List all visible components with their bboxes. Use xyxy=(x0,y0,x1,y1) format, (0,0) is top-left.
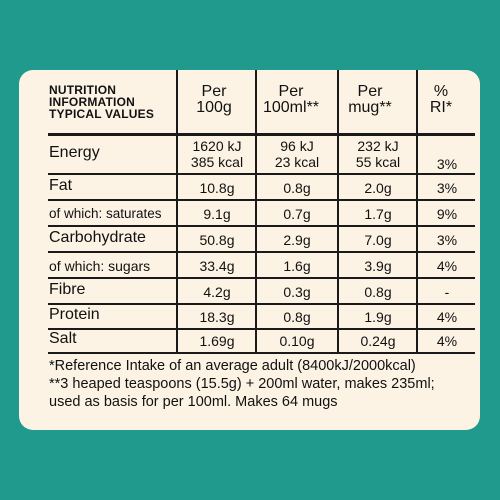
salt-ri: 4% xyxy=(436,333,458,349)
carbohydrate-ri: 3% xyxy=(436,232,458,248)
col-header-per-100ml-line-2: 100ml** xyxy=(262,99,320,116)
saturates-ri: 9% xyxy=(436,206,458,222)
energy-per-100ml-kj: 96 kJ xyxy=(280,138,314,154)
column-divider xyxy=(416,70,418,352)
saturates-per-100ml: 0.7g xyxy=(283,206,311,222)
row-label-energy: Energy xyxy=(49,144,100,161)
table-title-line-3: TYPICAL VALUES xyxy=(49,107,155,121)
fat-per-100g: 10.8g xyxy=(199,180,235,196)
sugars-ri: 4% xyxy=(436,258,458,274)
row-label-sugars: of which: sugars xyxy=(49,258,151,274)
salt-per-100ml: 0.10g xyxy=(279,333,315,349)
fat-ri: 3% xyxy=(436,180,458,196)
saturates-per-100g: 9.1g xyxy=(203,206,231,222)
row-label-saturates: of which: saturates xyxy=(49,206,162,221)
table-title-line-2: INFORMATION xyxy=(49,95,135,109)
energy-per-mug-kcal: 55 kcal xyxy=(355,154,401,170)
protein-per-100g: 18.3g xyxy=(199,309,235,325)
fibre-per-100g: 4.2g xyxy=(203,284,231,300)
row-label-fibre: Fibre xyxy=(49,281,86,298)
energy-per-100g-kcal: 385 kcal xyxy=(190,154,244,170)
protein-per-mug: 1.9g xyxy=(364,309,392,325)
sugars-per-mug: 3.9g xyxy=(364,258,392,274)
footnote-reference-intake: *Reference Intake of an average adult (8… xyxy=(49,358,416,374)
row-divider xyxy=(48,199,475,201)
energy-per-mug-kj: 232 kJ xyxy=(357,138,399,154)
protein-per-100ml: 0.8g xyxy=(283,309,311,325)
header-divider xyxy=(48,133,475,136)
row-label-carbohydrate: Carbohydrate xyxy=(49,229,146,246)
fat-per-100ml: 0.8g xyxy=(283,180,311,196)
column-divider xyxy=(255,70,257,352)
col-header-ri-line-2: RI* xyxy=(429,99,453,116)
carbohydrate-per-100g: 50.8g xyxy=(199,232,235,248)
row-label-protein: Protein xyxy=(49,306,100,323)
column-divider xyxy=(337,70,339,352)
footnote-serving-line-2: used as basis for per 100ml. Makes 64 mu… xyxy=(49,394,338,410)
nutrition-panel: NUTRITION INFORMATION TYPICAL VALUES Per… xyxy=(19,70,480,430)
sugars-per-100ml: 1.6g xyxy=(283,258,311,274)
row-divider xyxy=(48,277,475,279)
row-divider xyxy=(48,173,475,175)
col-header-per-100ml-line-1: Per xyxy=(278,83,304,100)
protein-ri: 4% xyxy=(436,309,458,325)
col-header-per-mug-line-2: mug** xyxy=(348,99,392,116)
row-label-salt: Salt xyxy=(49,330,77,347)
footnote-serving-line-1: **3 heaped teaspoons (15.5g) + 200ml wat… xyxy=(49,376,435,392)
col-header-ri-line-1: % xyxy=(433,83,449,100)
col-header-per-100g-line-1: Per xyxy=(201,83,227,100)
salt-per-100g: 1.69g xyxy=(199,333,235,349)
salt-per-mug: 0.24g xyxy=(360,333,396,349)
row-label-fat: Fat xyxy=(49,177,73,194)
fibre-per-100ml: 0.3g xyxy=(283,284,311,300)
row-divider xyxy=(48,225,475,227)
saturates-per-mug: 1.7g xyxy=(364,206,392,222)
column-divider xyxy=(176,70,178,352)
row-divider xyxy=(48,303,475,305)
table-title-line-1: NUTRITION xyxy=(49,83,117,97)
row-divider xyxy=(48,251,475,253)
row-divider xyxy=(48,328,475,330)
table-bottom-divider xyxy=(48,352,475,354)
fat-per-mug: 2.0g xyxy=(364,180,392,196)
sugars-per-100g: 33.4g xyxy=(199,258,235,274)
energy-per-100g-kj: 1620 kJ xyxy=(192,138,242,154)
energy-per-100ml-kcal: 23 kcal xyxy=(274,154,320,170)
energy-ri: 3% xyxy=(436,156,458,172)
fibre-ri: - xyxy=(444,284,450,300)
fibre-per-mug: 0.8g xyxy=(364,284,392,300)
col-header-per-mug-line-1: Per xyxy=(357,83,383,100)
carbohydrate-per-mug: 7.0g xyxy=(364,232,392,248)
carbohydrate-per-100ml: 2.9g xyxy=(283,232,311,248)
col-header-per-100g-line-2: 100g xyxy=(196,99,232,116)
